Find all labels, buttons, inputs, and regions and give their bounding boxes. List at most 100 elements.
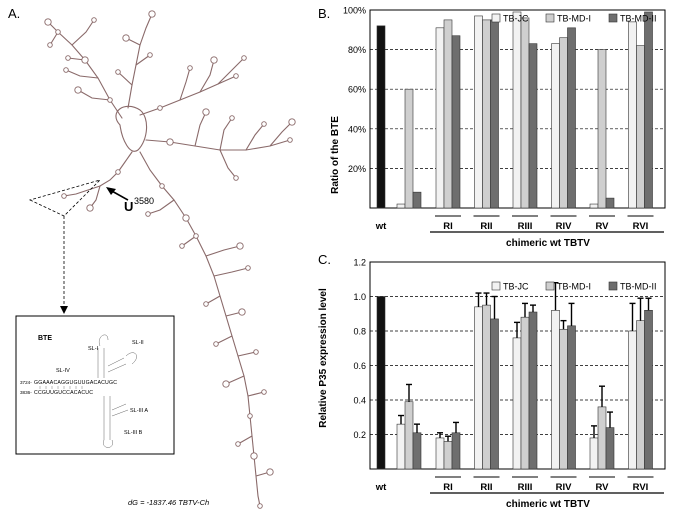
x-tick-label: RI	[443, 482, 453, 493]
inset-seq-bottom: CCGUUGUCCACACUC	[34, 390, 93, 396]
hairpin-loop	[86, 204, 94, 212]
legend-swatch	[491, 281, 501, 291]
chart-c-x-tick-labels: wt RI RII RIII RIV RV RVI	[375, 476, 654, 493]
y-tick-label: 60%	[348, 85, 366, 95]
hairpin-loop	[182, 214, 190, 222]
hairpin-loop	[261, 389, 267, 395]
chart-b-x-axis-label: chimeric wt TBTV	[506, 238, 590, 249]
bar-rv-series-3	[605, 427, 615, 470]
hairpin-loop	[233, 175, 239, 181]
control-bar	[404, 88, 414, 209]
chart-b-legend: TB-JC TB-MD-I TB-MD-II	[491, 13, 657, 24]
legend-swatch	[545, 13, 555, 23]
hairpin-loop	[61, 193, 67, 199]
y-tick-label: 0.6	[353, 361, 366, 371]
y-tick-label: 20%	[348, 164, 366, 174]
legend-swatch	[545, 281, 555, 291]
hairpin-loop	[238, 308, 246, 316]
chart-b-y-tick-labels: 20% 40% 60% 80% 100%	[343, 6, 366, 174]
hairpin-loop	[122, 34, 130, 42]
control-bar	[404, 401, 414, 470]
chart-c-y-axis-label: Relative P35 expression level	[318, 288, 329, 428]
hairpin-loop	[55, 29, 61, 35]
y-tick-label: 0.4	[353, 396, 366, 406]
bar-rvi-series-3	[644, 11, 653, 209]
hairpin-loop	[147, 52, 153, 58]
bar-ri-series-1	[435, 27, 445, 209]
bar-rv-series-3	[605, 197, 615, 209]
x-tick-label: RIV	[556, 221, 573, 232]
chart-b-y-axis-label: Ratio of the BTE	[330, 116, 341, 194]
bar-riv-series-2	[559, 328, 568, 470]
hairpin-loop	[235, 441, 241, 447]
chart-c-x-axis-label: chimeric wt TBTV	[506, 499, 590, 510]
inset-label-sl4: SL-IV	[56, 368, 70, 374]
x-tick-label-wt: wt	[375, 221, 387, 232]
marker-arrow-head	[106, 187, 116, 195]
hairpin-loop	[115, 69, 121, 75]
rna-structure-diagram: U 3580 BTE SL-I SL-II SL-IV SL-III A SL-…	[15, 10, 296, 509]
hairpin-loop	[148, 10, 156, 18]
y-tick-label: 100%	[343, 6, 366, 16]
hairpin-loop	[47, 42, 53, 48]
hairpin-loop	[266, 468, 274, 476]
bar-rii-series-2	[482, 19, 491, 209]
hairpin-loop	[287, 137, 293, 143]
bar-ri-series-2	[443, 441, 453, 470]
panel-c-letter: C.	[318, 252, 331, 267]
bar-rii-series-3	[490, 318, 499, 470]
x-tick-label: RIII	[518, 221, 533, 232]
bar-riii-series-1	[512, 337, 522, 470]
inset-seq-top: GGAAACAGGUGUUGACACUGC	[34, 380, 117, 386]
zoom-arrow-head	[60, 306, 68, 314]
marker-label: U	[124, 199, 133, 214]
x-tick-label: RIII	[518, 482, 533, 493]
legend-label: TB-MD-II	[620, 14, 657, 24]
hairpin-loop	[74, 86, 82, 94]
hairpin-loop	[236, 242, 244, 250]
hairpin-loop	[203, 301, 209, 307]
hairpin-loop	[107, 97, 113, 103]
hairpin-loop	[187, 65, 193, 71]
y-tick-label: 0.8	[353, 327, 366, 337]
bar-ri-series-1	[435, 437, 445, 470]
bar-rii-series-1	[474, 306, 483, 470]
inset-label-sl3a: SL-III A	[130, 408, 148, 414]
bar-rv-series-1	[589, 437, 599, 470]
x-tick-label: RV	[595, 221, 609, 232]
bar-ri-series-2	[443, 19, 453, 209]
hairpin-loop	[257, 503, 263, 509]
hairpin-loop	[202, 108, 210, 116]
hairpin-loop	[166, 138, 174, 146]
bar-ri-series-3	[451, 35, 461, 209]
figure-caption: dG = -1837.46 TBTV-Ch	[128, 498, 209, 507]
x-tick-label: RIV	[556, 482, 573, 493]
legend-label: TB-JC	[503, 282, 529, 292]
y-tick-label: 0.2	[353, 430, 366, 440]
chart-b-x-tick-labels: wt RI RII RIII RIV RV RVI	[375, 215, 654, 232]
hairpin-loop	[179, 243, 185, 249]
p35-expression-chart: 0.2 0.4 0.6 0.8 1.0 1.2 Relative P35 expressi…	[318, 258, 666, 510]
inset-pos-end: 3836-	[20, 390, 32, 395]
bar-rvi-series-2	[636, 320, 645, 470]
inset-label-sl3b: SL-III B	[124, 430, 143, 436]
legend-label: TB-MD-I	[557, 14, 591, 24]
legend-label: TB-MD-II	[620, 282, 657, 292]
hairpin-loop	[253, 349, 259, 355]
inset-pairing-ticks	[39, 386, 83, 389]
marker-superscript: 3580	[134, 196, 154, 206]
bar-riii-series-2	[520, 316, 530, 470]
bar-riv-series-3	[567, 27, 576, 209]
inset-pos-start: 3724-	[20, 380, 32, 385]
bar-riv-series-1	[551, 309, 560, 470]
chart-b-bars	[376, 11, 653, 209]
bar-rii-series-3	[490, 19, 499, 209]
panel-b-letter: B.	[318, 6, 331, 21]
legend-swatch	[491, 13, 501, 23]
x-tick-label: RII	[480, 482, 492, 493]
hairpin-loop	[241, 55, 247, 61]
bar-riii-series-3	[528, 311, 538, 470]
hairpin-loop	[157, 105, 163, 111]
hairpin-loop	[247, 413, 253, 419]
hairpin-loop	[44, 18, 52, 26]
